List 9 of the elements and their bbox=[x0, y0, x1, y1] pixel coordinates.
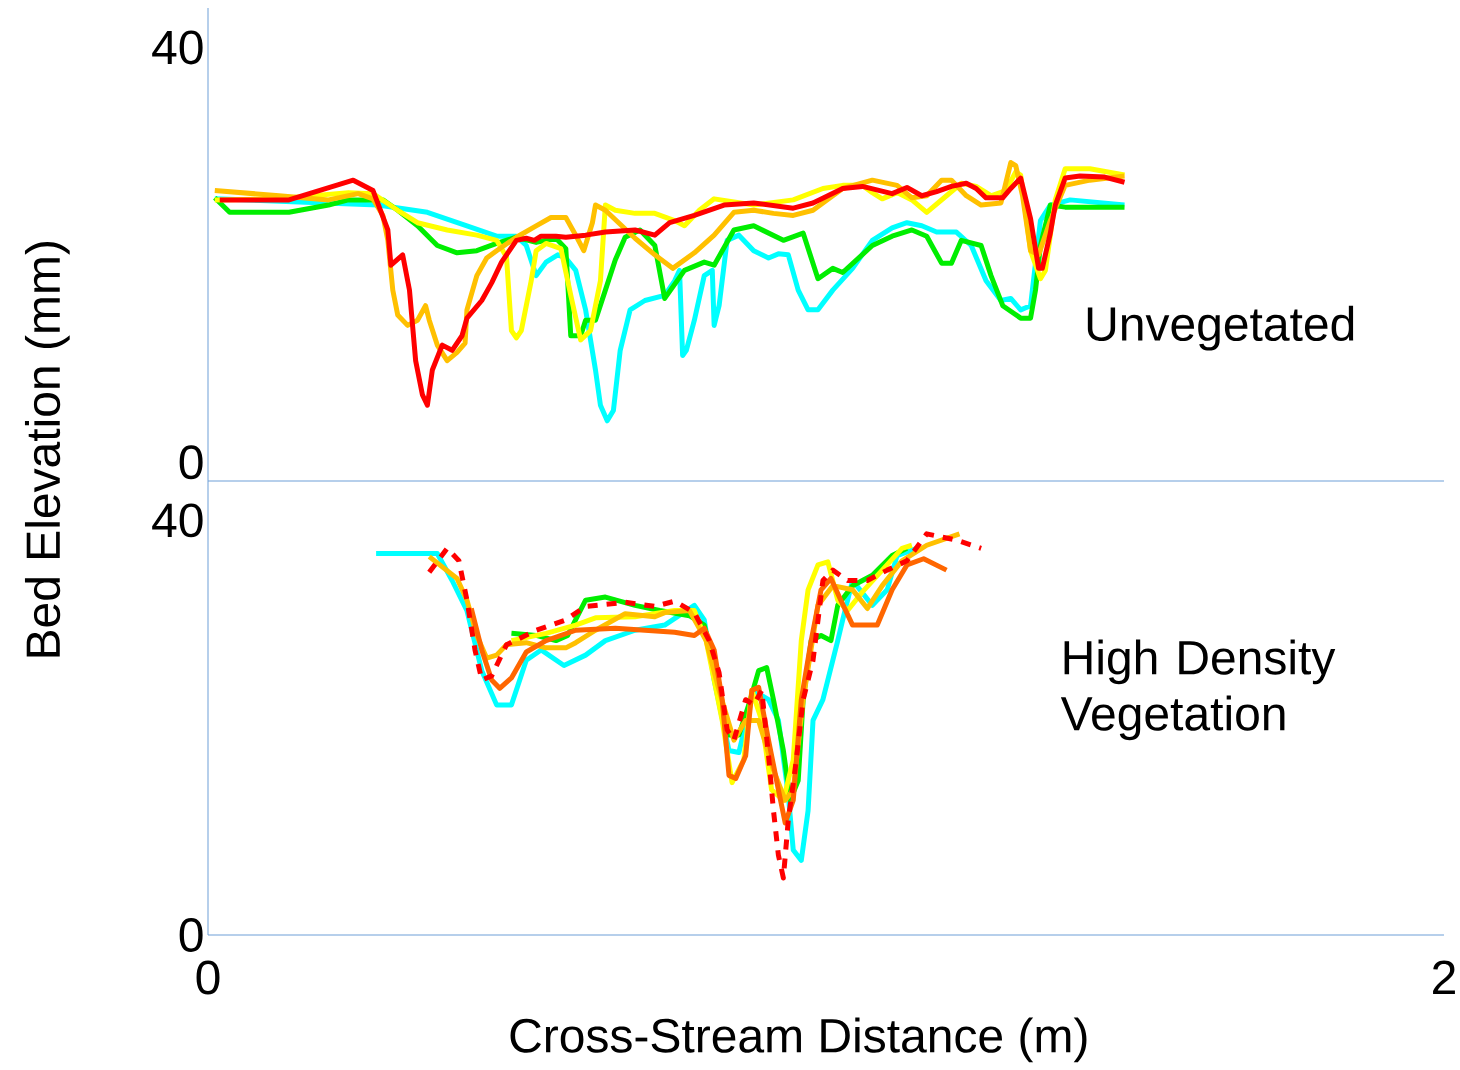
annotation: High Density Vegetation bbox=[1060, 639, 1336, 741]
y-tick-label: 40 bbox=[152, 30, 203, 65]
x-axis-title: Cross-Stream Distance (m) bbox=[510, 1017, 1087, 1063]
x-tick-label: 2 bbox=[1433, 960, 1455, 995]
y-tick-label: 0 bbox=[179, 917, 203, 952]
y-tick-label: 40 bbox=[152, 503, 203, 538]
annotation: Unvegetated bbox=[1087, 305, 1354, 351]
y-tick-label: 0 bbox=[179, 445, 203, 480]
y-axis-title: Bed Elevation (mm) bbox=[24, 242, 70, 657]
